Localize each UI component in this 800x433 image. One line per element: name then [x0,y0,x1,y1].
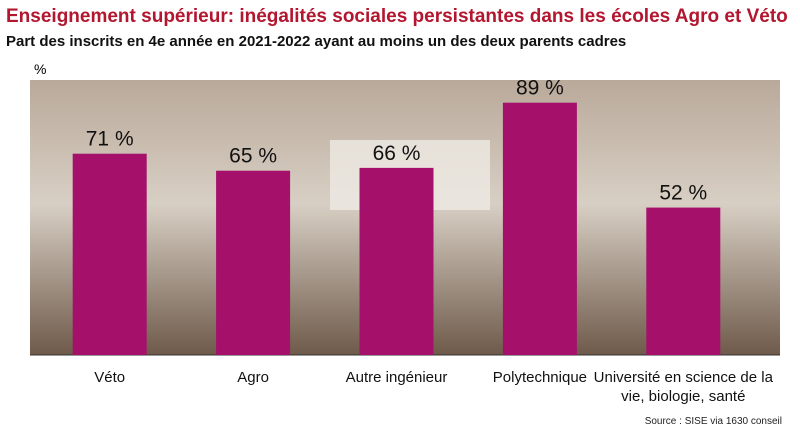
x-tick-label: Polytechnique [492,369,587,386]
value-label: 52 % [659,182,707,205]
bar [646,207,721,355]
value-label: 71 % [86,128,134,151]
chart-subtitle: Part des inscrits en 4e année en 2021-20… [6,33,626,50]
bar [216,170,291,355]
x-tick-label: Agro [237,369,269,386]
value-label: 89 % [516,77,564,100]
x-tick-label: Université en science de la vie, biologi… [593,369,773,405]
bar [359,167,434,355]
value-label: 65 % [229,145,277,168]
y-axis-label: % [34,61,46,77]
value-label: 66 % [373,142,421,165]
x-tick-label: Autre ingénieur [345,369,448,386]
source: Source : SISE via 1630 conseil [645,416,782,427]
chart-title: Enseignement supérieur: inégalités socia… [6,6,788,27]
x-tick-label: Véto [94,369,126,386]
bar [502,102,577,355]
bar [72,153,147,355]
